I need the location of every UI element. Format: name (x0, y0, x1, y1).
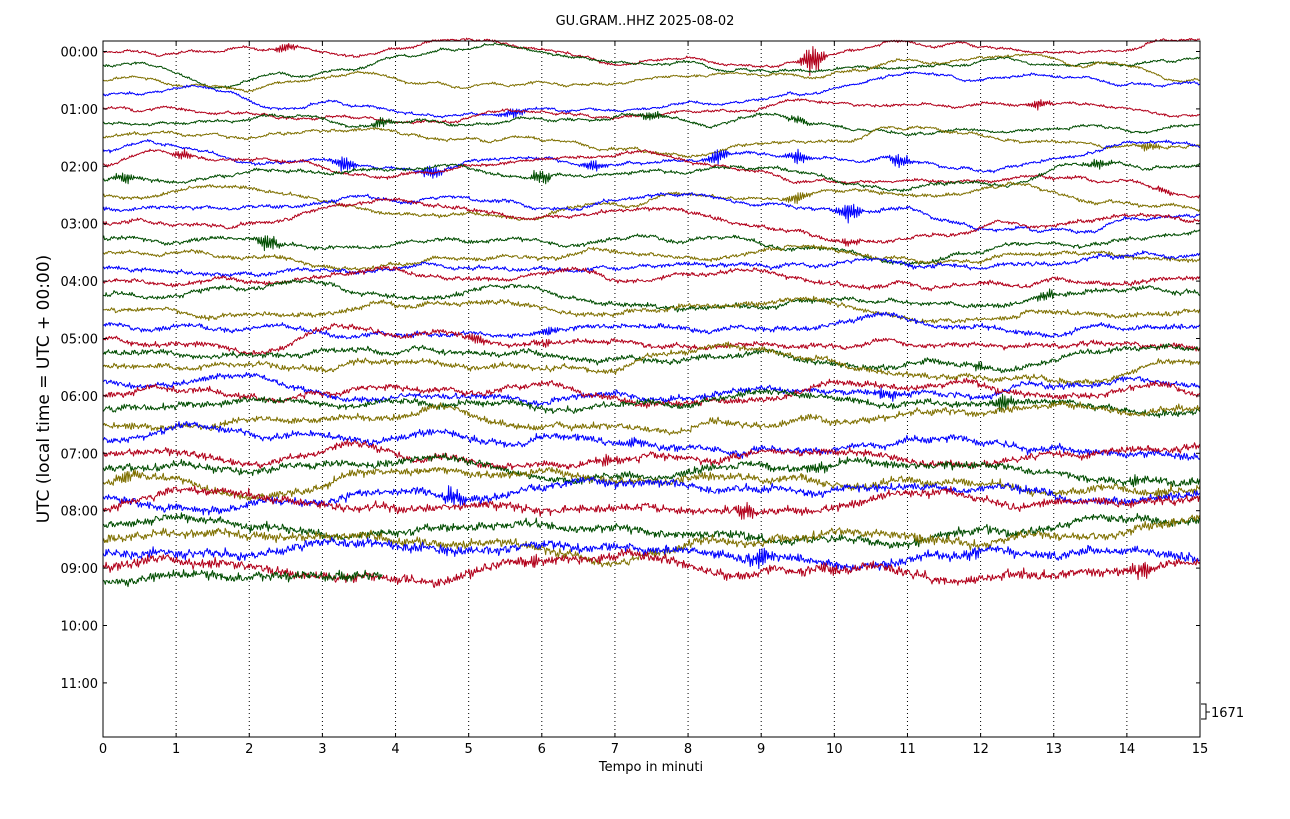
x-tick-label: 2 (245, 742, 253, 757)
trace-0230 (102, 181, 1201, 221)
trace-0100 (102, 98, 1201, 125)
y-tick-label: 06:00 (61, 390, 98, 405)
trace-0200 (102, 148, 1201, 199)
y-tick-label: 01:00 (61, 103, 98, 118)
y-tick-label: 11:00 (61, 677, 98, 692)
x-tick-label: 13 (1045, 742, 1062, 757)
x-tick-label: 1 (172, 742, 180, 757)
trace-0115 (102, 110, 1201, 137)
trace-0500 (102, 322, 1201, 356)
trace-0545 (102, 372, 1201, 407)
scale-label: 1671 (1211, 706, 1244, 721)
y-tick-label: 04:00 (61, 275, 98, 290)
grid-lines (175, 41, 1128, 737)
trace-0830 (102, 514, 1201, 568)
x-tick-label: 12 (972, 742, 989, 757)
y-tick-label: 09:00 (61, 562, 98, 577)
trace-0915 (102, 569, 383, 588)
x-tick-label: 3 (318, 742, 326, 757)
trace-0400 (102, 265, 1201, 292)
trace-0045 (102, 71, 1201, 119)
trace-0815 (102, 512, 1201, 549)
trace-0515 (102, 343, 1201, 374)
trace-0330 (102, 244, 1201, 271)
x-tick-label: 11 (899, 742, 916, 757)
y-tick-label: 07:00 (61, 447, 98, 462)
trace-0630 (102, 400, 1201, 436)
trace-0615 (102, 389, 1201, 419)
x-tick-label: 8 (684, 742, 692, 757)
trace-0345 (102, 250, 1201, 278)
trace-0745 (102, 476, 1201, 516)
trace-0245 (102, 192, 1201, 234)
trace-0845 (102, 536, 1201, 573)
y-axis-ticks: 00:00 01:00 02:00 03:00 04:00 05:00 06:00 07:00… (61, 46, 1200, 692)
trace-0800 (102, 485, 1201, 520)
chart-title: GU.GRAM..HHZ 2025-08-02 (556, 14, 735, 29)
x-tick-label: 14 (1119, 742, 1136, 757)
x-tick-label: 15 (1192, 742, 1209, 757)
y-tick-label: 05:00 (61, 333, 98, 348)
y-tick-label: 02:00 (61, 160, 98, 175)
trace-0445 (102, 311, 1201, 340)
x-tick-label: 4 (391, 742, 399, 757)
trace-0430 (102, 295, 1201, 324)
trace-0000 (102, 37, 1201, 76)
trace-0030 (102, 52, 1201, 93)
y-tick-label: 03:00 (61, 218, 98, 233)
y-tick-label: 10:00 (61, 620, 98, 635)
trace-0415 (102, 279, 1201, 313)
seismic-traces (102, 37, 1201, 588)
trace-0315 (102, 229, 1201, 266)
x-tick-label: 7 (611, 742, 619, 757)
trace-0700 (102, 438, 1201, 471)
trace-0645 (102, 421, 1201, 461)
y-axis-label: UTC (local time = UTC + 00:00) (34, 255, 54, 524)
amplitude-scale-bar: 1671 (1201, 703, 1244, 721)
x-tick-label: 6 (538, 742, 546, 757)
x-axis-ticks: 0 1 2 3 4 5 6 7 8 9 10 11 12 13 14 15 (99, 41, 1208, 757)
y-tick-label: 00:00 (61, 46, 98, 61)
trace-0715 (102, 452, 1201, 488)
trace-0215 (102, 158, 1201, 193)
trace-0530 (102, 341, 1201, 386)
x-axis-label: Tempo in minuti (598, 760, 703, 775)
y-tick-label: 08:00 (61, 505, 98, 520)
x-tick-label: 5 (465, 742, 473, 757)
x-tick-label: 10 (826, 742, 843, 757)
trace-0015 (102, 42, 1201, 89)
plot-frame (102, 40, 1201, 738)
x-tick-label: 9 (757, 742, 765, 757)
trace-0300 (102, 197, 1201, 247)
trace-0900 (102, 548, 1201, 588)
trace-0600 (102, 377, 1201, 409)
x-tick-label: 0 (99, 742, 107, 757)
